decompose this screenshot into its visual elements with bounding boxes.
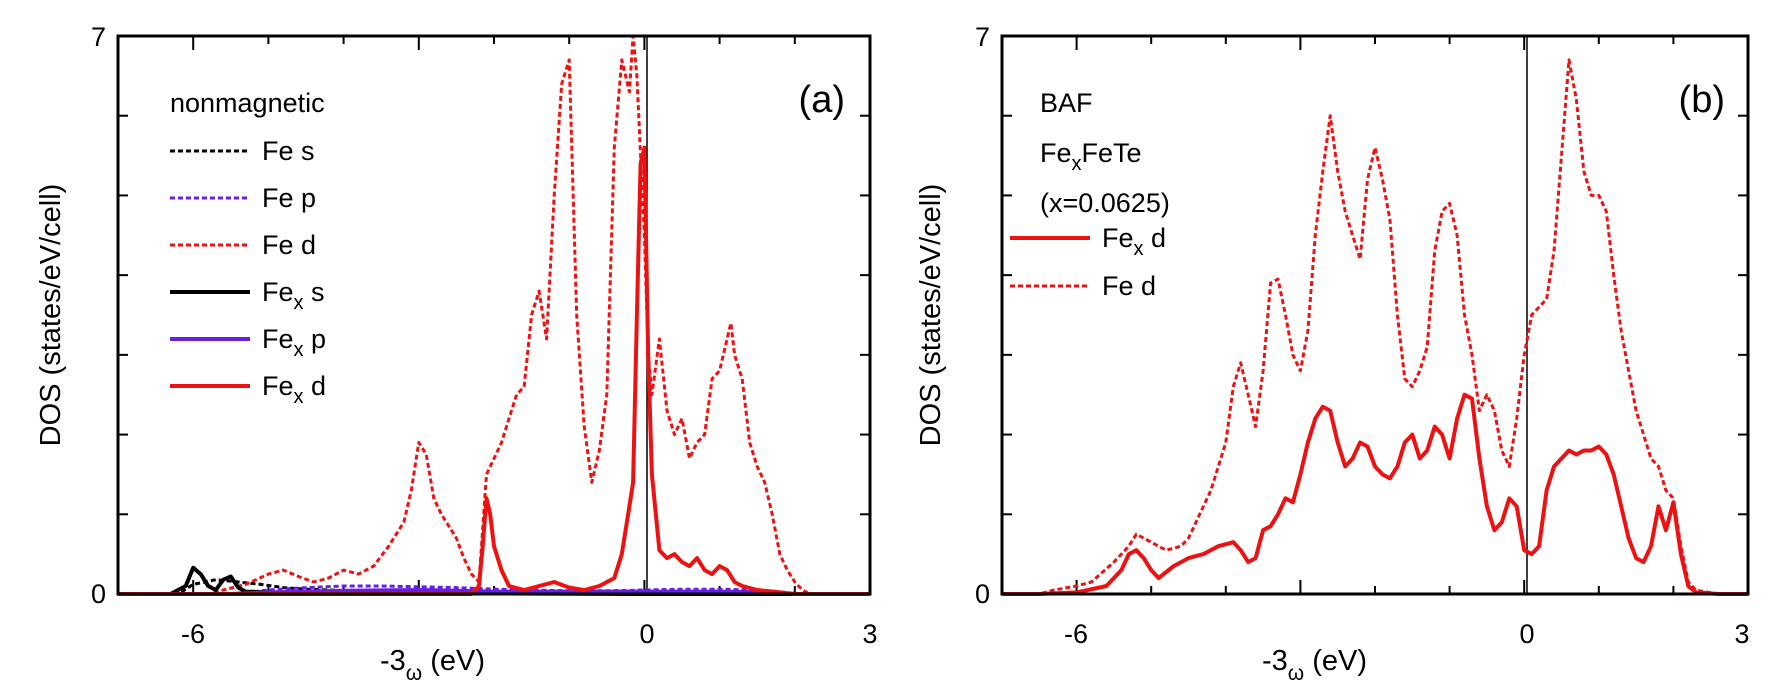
- panel-a-xtick-3: 3: [862, 619, 877, 649]
- legend-label-main: Fe: [262, 136, 294, 166]
- panel-a-series-group: [118, 34, 870, 596]
- legend-label-sub: x: [294, 339, 304, 361]
- legend-label-rest: d: [294, 230, 317, 260]
- panel-b-xtick--3: -3: [1262, 645, 1288, 677]
- panel-a-ylabel: DOS (states/eV/cell): [35, 184, 67, 447]
- legend-label-main: Fe: [1102, 271, 1134, 301]
- legend-label-rest: p: [304, 324, 327, 354]
- panel-a-xtick-0: 0: [639, 619, 654, 649]
- legend-label-main: Fe: [262, 230, 294, 260]
- panel-b-formula-sub: x: [1072, 153, 1082, 175]
- panel-b-xtick--6: -6: [1064, 619, 1088, 649]
- panel-a-ytick-0: 0: [91, 579, 106, 609]
- legend-label-sub: x: [1134, 238, 1144, 260]
- panel-b-ytick-0: 0: [975, 579, 990, 609]
- panel-b-frame: [1000, 34, 1750, 596]
- legend-label-rest: s: [294, 136, 315, 166]
- legend-label-rest: d: [1134, 271, 1157, 301]
- panel-b-label: (b): [1679, 79, 1725, 121]
- panel-b-ytick-7: 7: [975, 22, 990, 52]
- panel-a-axis-ticks: [117, 35, 871, 595]
- legend-label: Fex p: [262, 324, 326, 361]
- panel-a-xlabel: -3ω (eV): [380, 645, 485, 684]
- series-a-fe-x-d: [118, 145, 870, 596]
- series-a-fe-d: [118, 34, 870, 596]
- panel-b-axis-ticks: [1001, 35, 1749, 595]
- legend-label-main: Fe: [262, 183, 294, 213]
- legend-label-main: Fe: [262, 324, 294, 354]
- panel-a: 0 7 -6 0 3 -3ω (eV) DOS (states/eV/cell)…: [35, 22, 878, 684]
- panel-a-annotation: nonmagnetic: [170, 88, 325, 118]
- panel-a-xtick--6: -6: [181, 619, 205, 649]
- panel-b-xlabel-omega: ω: [1288, 662, 1304, 684]
- legend-label-main: Fe: [1102, 223, 1134, 253]
- legend-label: Fe s: [262, 136, 315, 166]
- legend-label-main: Fe: [262, 277, 294, 307]
- legend-label-rest: d: [304, 371, 327, 401]
- panel-b-formula-main: Fe: [1040, 138, 1072, 168]
- legend-label-sub: x: [294, 386, 304, 408]
- panel-a-xtick--3: -3: [380, 645, 406, 677]
- panel-a-frame: [116, 34, 872, 596]
- panel-a-xlabel-omega: ω: [406, 662, 422, 684]
- legend-label: Fe d: [262, 230, 316, 260]
- panel-b-annotation-formula: FexFeTe: [1040, 138, 1142, 175]
- panel-a-xlabel-unit: (eV): [422, 645, 485, 677]
- series-a-fe-p: [118, 584, 870, 596]
- panel-b-legend: Fex dFe d: [1010, 223, 1166, 301]
- panel-b-ylabel: DOS (states/eV/cell): [915, 184, 947, 447]
- legend-label-rest: s: [304, 277, 325, 307]
- legend-label: Fe p: [262, 183, 316, 213]
- legend-label-sub: x: [294, 292, 304, 314]
- panel-b-xlabel: -3ω (eV): [1262, 645, 1367, 684]
- legend-label: Fex d: [1102, 223, 1166, 260]
- panel-b-annotation-baf: BAF: [1040, 88, 1093, 118]
- panel-a-label: (a): [799, 79, 845, 121]
- legend-label-main: Fe: [262, 371, 294, 401]
- panel-b-xtick-3: 3: [1734, 619, 1749, 649]
- panel-b-annotation-x: (x=0.0625): [1040, 188, 1170, 218]
- panel-b-series-group: [1002, 58, 1748, 596]
- series-b-fe-x-d: [1002, 392, 1748, 596]
- series-b-fe-d: [1002, 58, 1748, 596]
- legend-label: Fe d: [1102, 271, 1156, 301]
- panel-b-xlabel-unit: (eV): [1304, 645, 1367, 677]
- legend-label-rest: d: [1144, 223, 1167, 253]
- panel-a-ytick-7: 7: [91, 22, 106, 52]
- panel-b: 0 7 -6 0 3 -3ω (eV) DOS (states/eV/cell)…: [915, 22, 1750, 684]
- legend-label-rest: p: [294, 183, 317, 213]
- panel-b-formula-rest: FeTe: [1082, 138, 1142, 168]
- legend-label: Fex d: [262, 371, 326, 408]
- panel-b-xtick-0: 0: [1519, 619, 1534, 649]
- legend-label: Fex s: [262, 277, 325, 314]
